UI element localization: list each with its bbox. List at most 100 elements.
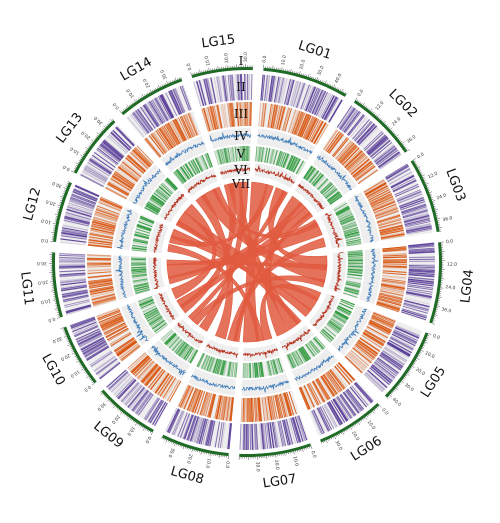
heatmap-cell — [267, 360, 272, 376]
heatmap-cell — [326, 402, 341, 426]
ideogram-tick — [146, 429, 148, 432]
heatmap-cell — [135, 288, 150, 294]
heatmap-cell — [107, 183, 129, 197]
heatmap-cell — [358, 125, 378, 146]
heatmap-cell — [344, 229, 359, 235]
heatmap-cell — [359, 127, 379, 147]
ideogram-tick — [390, 393, 393, 395]
heatmap-cell — [368, 322, 391, 334]
ideogram-tick — [401, 141, 405, 144]
heatmap-cell — [104, 323, 126, 335]
heatmap-cell — [313, 337, 325, 350]
ideogram-tick — [137, 423, 139, 426]
heatmap-cell — [257, 362, 261, 378]
heatmap-cell — [344, 233, 360, 238]
heatmap-cell — [358, 339, 379, 355]
ideogram-tick — [427, 186, 429, 188]
heatmap-cell — [131, 268, 147, 271]
ideogram-tick — [118, 409, 120, 411]
heatmap-cell — [347, 255, 363, 258]
heatmap-cell — [391, 333, 416, 347]
ideogram-band — [429, 242, 443, 324]
ideogram-tick — [182, 446, 185, 450]
heatmap-cell — [366, 325, 389, 338]
heatmap-cell — [124, 385, 143, 406]
heatmap-cell — [187, 348, 196, 362]
heatmap-cell — [128, 353, 148, 371]
ideogram-tick — [168, 81, 170, 84]
heatmap-cell — [357, 124, 376, 144]
heatmap-cell — [347, 257, 363, 259]
heatmap-cell — [408, 267, 435, 270]
heatmap-cell — [134, 231, 150, 237]
heatmap-cell — [347, 153, 366, 171]
heatmap-cell — [347, 255, 363, 257]
heatmap-cell — [87, 265, 112, 268]
heatmap-cell — [347, 251, 363, 254]
heatmap-cell — [131, 248, 147, 251]
heatmap-cell — [87, 271, 112, 274]
heatmap-cell — [302, 346, 312, 360]
heatmap-cell — [88, 279, 113, 284]
heatmap-cell — [286, 391, 294, 416]
heatmap-cell — [357, 341, 378, 356]
ideogram-tick — [105, 396, 107, 399]
heatmap-cell — [377, 300, 401, 309]
heatmap-cell — [73, 325, 99, 337]
heatmap-cell — [340, 299, 355, 306]
heatmap-cell — [387, 168, 411, 182]
ideogram-tick — [427, 188, 430, 190]
heatmap-cell — [59, 274, 86, 278]
ideogram-tick — [363, 417, 366, 420]
heatmap-cell — [273, 76, 280, 103]
heatmap-cell — [334, 311, 349, 320]
heatmap-cell — [195, 390, 204, 414]
heatmap-cell — [84, 342, 108, 357]
ideogram-tick — [67, 341, 69, 343]
heatmap-cell — [204, 419, 212, 446]
heatmap-cell — [345, 152, 365, 170]
chromosome-lg12: 0.010.020.030.0 — [40, 180, 169, 254]
heatmap-cell — [295, 112, 305, 136]
heatmap-cell — [182, 414, 193, 439]
ideogram-tick — [103, 127, 105, 130]
heatmap-cell — [292, 352, 300, 366]
ideogram-band — [63, 326, 97, 384]
line-series — [257, 133, 313, 155]
heatmap-cell — [230, 361, 234, 377]
heatmap-cell — [318, 407, 331, 431]
heatmap-cell — [317, 377, 331, 399]
heatmap-cell — [131, 273, 147, 277]
heatmap-cell — [118, 342, 139, 358]
tick-label: 12.0 — [447, 262, 457, 268]
heatmap-cell — [80, 174, 104, 188]
heatmap-cell — [134, 147, 153, 165]
heatmap-cell — [120, 345, 141, 362]
ideogram-tick — [415, 359, 418, 361]
heatmap-cell — [294, 111, 304, 135]
heatmap-cell — [347, 154, 367, 172]
heatmap-cell — [404, 219, 431, 227]
heatmap-cell — [206, 356, 213, 372]
ideogram-tick — [142, 426, 144, 429]
heatmap-cell — [339, 214, 354, 222]
heatmap-cell — [208, 393, 215, 418]
heatmap-cell — [190, 389, 200, 412]
heatmap-cell — [291, 417, 300, 443]
heatmap-cell — [388, 339, 412, 354]
ideogram-tick — [173, 79, 175, 82]
heatmap-cell — [323, 96, 337, 120]
heatmap-cell — [226, 396, 231, 421]
heatmap-cell — [65, 213, 91, 221]
heatmap-cell — [102, 319, 125, 331]
heatmap-cell — [298, 348, 307, 362]
heatmap-cell — [98, 145, 120, 163]
heatmap-cell — [71, 194, 96, 205]
heatmap-cell — [271, 104, 278, 129]
heatmap-cell — [199, 418, 207, 445]
heatmap-cell — [167, 408, 180, 433]
heatmap-cell — [230, 397, 234, 422]
heatmap-cell — [347, 268, 363, 271]
heatmap-cell — [142, 364, 159, 384]
heatmap-cell — [105, 326, 128, 339]
